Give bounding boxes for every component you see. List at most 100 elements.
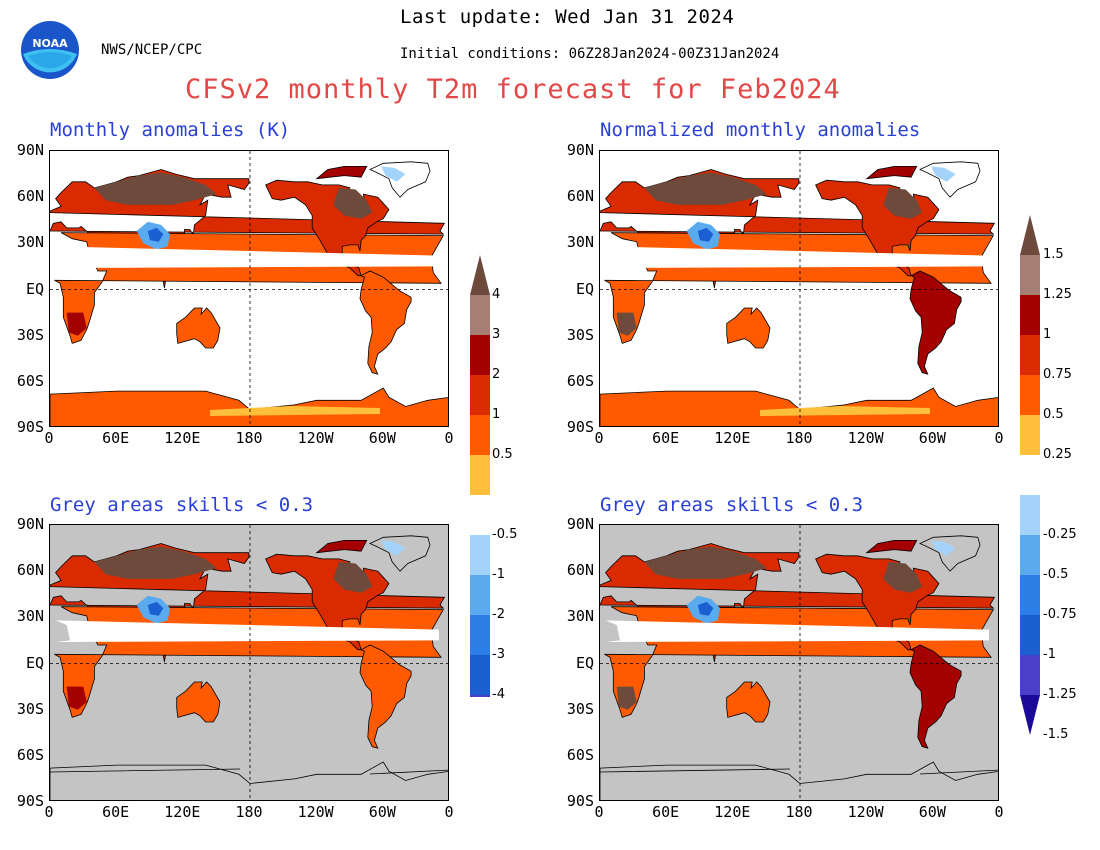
lat-label: 60N bbox=[16, 187, 44, 206]
landmass-antarctica bbox=[50, 761, 448, 800]
lon-label: 60E bbox=[652, 429, 680, 447]
lat-label: 90S bbox=[16, 792, 44, 810]
lat-label: 30N bbox=[566, 233, 594, 252]
colorbar-band bbox=[470, 415, 490, 455]
anomaly-siberia bbox=[644, 546, 767, 579]
lat-label: 30S bbox=[566, 699, 594, 718]
anomaly-canada bbox=[333, 187, 373, 219]
lon-label: 120W bbox=[297, 429, 334, 447]
lat-label: 60S bbox=[16, 745, 44, 764]
agency-label: NWS/NCEP/CPC bbox=[101, 42, 203, 58]
colorbar-label: -1.25 bbox=[1043, 687, 1077, 702]
lon-label: 60W bbox=[918, 803, 946, 821]
landmass-canada_isl bbox=[865, 540, 918, 554]
lat-label: 60S bbox=[566, 371, 594, 390]
anomaly-sahara-neutral bbox=[55, 620, 439, 642]
panel-title-normalized: Normalized monthly anomalies bbox=[600, 119, 921, 141]
colorbar-band bbox=[1020, 575, 1040, 615]
colorbar-band bbox=[1020, 455, 1040, 495]
colorbar-band bbox=[1020, 255, 1040, 295]
colorbar-label: -2 bbox=[492, 607, 505, 622]
colorbar-label: 0.5 bbox=[1043, 407, 1064, 422]
lon-label: 60E bbox=[102, 429, 130, 447]
lon-label: 180 bbox=[235, 803, 263, 821]
colorbar-band bbox=[1020, 415, 1040, 455]
anomaly-greenland-cold bbox=[931, 166, 956, 182]
lon-label: 120E bbox=[714, 429, 751, 447]
colorbar-band bbox=[470, 695, 490, 735]
colorbar-anomalies bbox=[470, 255, 490, 775]
colorbar-max-arrow bbox=[1020, 215, 1040, 255]
colorbar-band bbox=[470, 535, 490, 575]
lat-label: 30N bbox=[16, 607, 44, 626]
lat-label: EQ bbox=[575, 653, 594, 672]
landmass-samerica bbox=[909, 644, 962, 749]
lon-label: 0 bbox=[444, 803, 454, 821]
anomaly-southern-africa bbox=[66, 686, 87, 710]
colorbar-label: 4 bbox=[492, 287, 501, 302]
colorbar-band bbox=[470, 655, 490, 695]
colorbar-band bbox=[470, 575, 490, 615]
colorbar-label: 2 bbox=[492, 367, 501, 382]
anomaly-tibet-cold-core bbox=[147, 601, 164, 616]
colorbar-band bbox=[1020, 495, 1040, 535]
main-title: CFSv2 monthly T2m forecast for Feb2024 bbox=[185, 74, 841, 105]
colorbar-label: -0.5 bbox=[1043, 567, 1069, 582]
lat-label: 60N bbox=[16, 561, 44, 580]
colorbar-label: 1 bbox=[492, 407, 501, 422]
lon-label: 0 bbox=[594, 429, 604, 447]
anomaly-siberia bbox=[94, 546, 217, 579]
lat-label: 90N bbox=[566, 515, 594, 533]
lon-label: 120W bbox=[847, 429, 884, 447]
initial-conditions: Initial conditions: 06Z28Jan2024-00Z31Ja… bbox=[400, 46, 780, 62]
lon-label: 0 bbox=[44, 429, 54, 447]
anomaly-sahara-neutral bbox=[55, 246, 439, 268]
colorbar-band bbox=[1020, 335, 1040, 375]
landmass-australia bbox=[176, 307, 221, 349]
lat-label: 30N bbox=[16, 233, 44, 252]
lon-label: 180 bbox=[235, 429, 263, 447]
colorbar-band bbox=[470, 375, 490, 415]
colorbar-label: 0.5 bbox=[492, 447, 513, 462]
panel-title-skill-left: Grey areas skills < 0.3 bbox=[50, 494, 314, 516]
anomaly-canada bbox=[883, 561, 923, 593]
map-normalized-skill-masked bbox=[599, 524, 999, 801]
colorbar-label: -0.25 bbox=[1043, 527, 1077, 542]
colorbar-band bbox=[470, 455, 490, 495]
colorbar-label: -0.5 bbox=[492, 527, 518, 542]
landmass-samerica bbox=[909, 270, 962, 375]
anomaly-antarctic-coast bbox=[210, 406, 380, 416]
anomaly-southern-africa bbox=[616, 686, 637, 710]
panel-title-skill-right: Grey areas skills < 0.3 bbox=[600, 494, 864, 516]
colorbar-label: 1 bbox=[1043, 327, 1052, 342]
anomaly-sahara-neutral bbox=[605, 620, 989, 642]
map-normalized-anomalies bbox=[599, 150, 999, 427]
colorbar-band bbox=[470, 295, 490, 335]
colorbar-band bbox=[1020, 655, 1040, 695]
colorbar-band bbox=[1020, 295, 1040, 335]
anomaly-sahara-neutral bbox=[605, 246, 989, 268]
lon-label: 0 bbox=[594, 803, 604, 821]
lat-label: EQ bbox=[25, 279, 44, 298]
colorbar-label: -1 bbox=[492, 567, 505, 582]
anomaly-tibet-cold-core bbox=[697, 601, 714, 616]
landmass-canada_isl bbox=[315, 166, 368, 180]
landmass-australia bbox=[726, 681, 771, 723]
landmass-antarctica bbox=[600, 761, 998, 800]
lat-label: 30S bbox=[566, 325, 594, 344]
lat-label: 90N bbox=[566, 141, 594, 159]
landmass-greenland bbox=[369, 535, 431, 572]
lat-label: 60S bbox=[16, 371, 44, 390]
landmass-antarctica bbox=[600, 387, 998, 426]
last-update: Last update: Wed Jan 31 2024 bbox=[400, 6, 735, 28]
panel-title-anomalies: Monthly anomalies (K) bbox=[50, 119, 291, 141]
lon-label: 0 bbox=[44, 803, 54, 821]
colorbar-label: 1.25 bbox=[1043, 287, 1072, 302]
lat-label: 30S bbox=[16, 325, 44, 344]
colorbar-band bbox=[470, 615, 490, 655]
colorbar-band bbox=[1020, 615, 1040, 655]
colorbar-label: -1 bbox=[1043, 647, 1056, 662]
lon-label: 0 bbox=[444, 429, 454, 447]
colorbar-band bbox=[470, 495, 490, 535]
lon-label: 60W bbox=[368, 803, 396, 821]
